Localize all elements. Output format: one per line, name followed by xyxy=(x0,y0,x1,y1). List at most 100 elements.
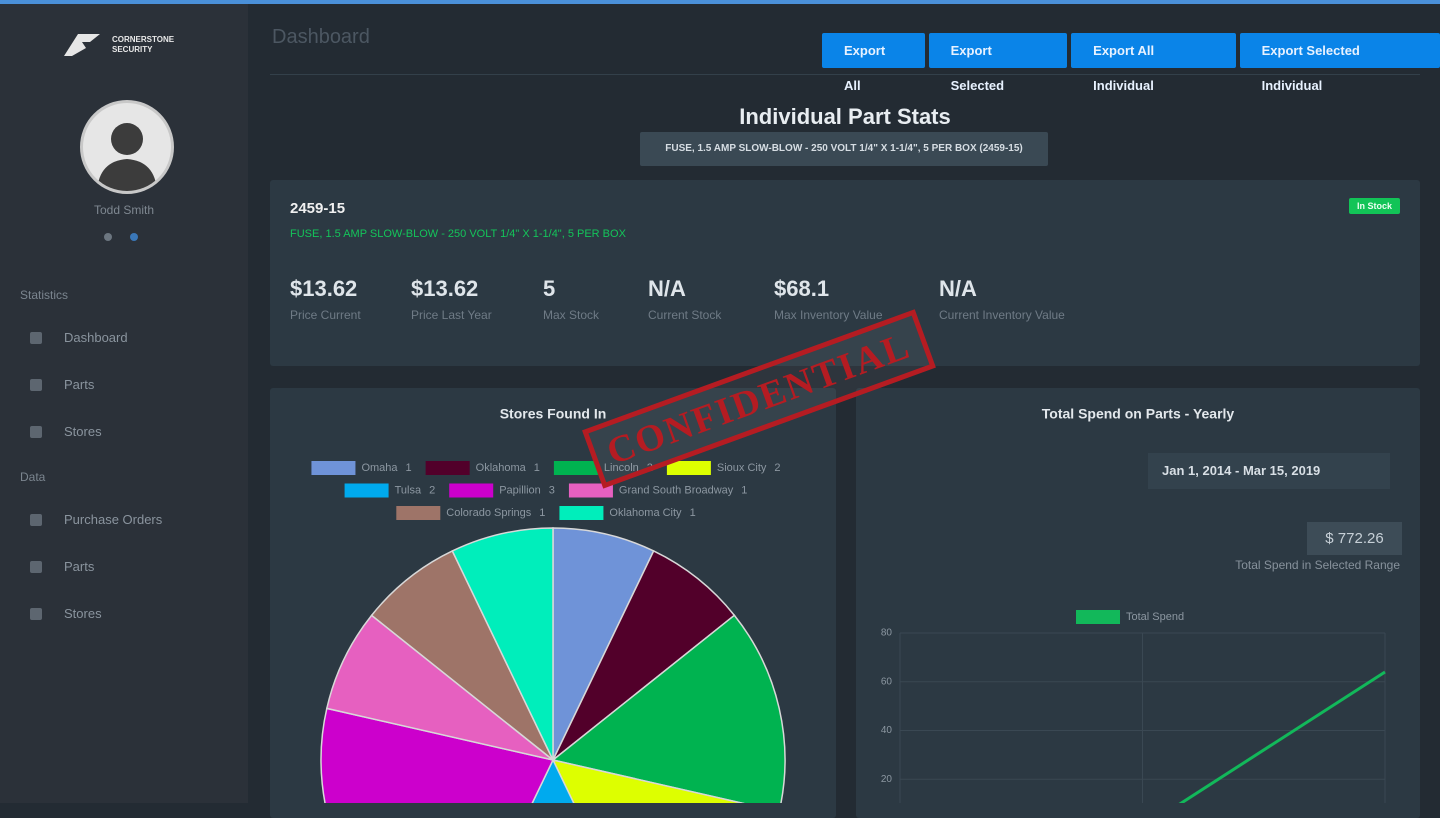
legend-label: Grand South Broadway xyxy=(619,484,734,496)
logo-text: CORNERSTONE SECURITY xyxy=(112,35,175,54)
legend-swatch xyxy=(666,461,711,475)
nav-label: Stores xyxy=(64,424,102,439)
nav-item[interactable]: Stores xyxy=(30,606,102,621)
pie-slice xyxy=(551,614,786,803)
stat: $13.62 Price Current xyxy=(290,276,361,322)
stat-label: Max Inventory Value xyxy=(774,308,883,322)
part-number: 2459-15 xyxy=(290,200,346,217)
legend-swatch xyxy=(568,483,613,498)
button[interactable]: Export Selected xyxy=(928,33,1068,93)
divider xyxy=(270,74,1420,75)
legend-label: Tulsa xyxy=(395,484,422,496)
y-tick-label: 60 xyxy=(881,676,893,687)
nav-label: Purchase Orders xyxy=(64,512,163,527)
legend-value: 1 xyxy=(539,507,545,519)
legend-value: 1 xyxy=(741,484,747,496)
y-tick-label: 20 xyxy=(881,774,893,785)
stat: $68.1 Max Inventory Value xyxy=(774,276,883,322)
legend-swatch xyxy=(553,461,598,475)
button[interactable]: Export All xyxy=(822,33,925,93)
legend-label: Lincoln xyxy=(604,462,639,474)
legend-label: Omaha xyxy=(361,462,398,474)
stat-label: Current Stock xyxy=(648,308,722,322)
legend-value: 2 xyxy=(774,462,780,474)
pie-slice xyxy=(451,527,554,761)
legend-swatch xyxy=(559,506,604,520)
nav-item[interactable]: Parts xyxy=(30,377,94,392)
stat: 5 Max Stock xyxy=(543,276,599,322)
stat-label: Current Inventory Value xyxy=(939,308,1065,322)
nav-section: Statistics xyxy=(20,288,69,302)
part-select[interactable]: FUSE, 1.5 AMP SLOW-BLOW - 250 VOLT 1/4" … xyxy=(640,132,1048,166)
pie-slice xyxy=(552,549,736,761)
nav-item[interactable]: Dashboard xyxy=(30,330,128,345)
nav-label: Parts xyxy=(64,377,95,392)
legend-swatch xyxy=(396,506,441,520)
line xyxy=(1178,670,1386,803)
total-spend: $ 772.26 xyxy=(1307,522,1402,555)
legend-label: Colorado Springs xyxy=(446,507,531,519)
stat-value: 5 xyxy=(543,276,556,301)
avatar-silhouette xyxy=(97,123,157,191)
stat-value: N/A xyxy=(648,276,686,301)
stat-value: $13.62 xyxy=(411,276,479,301)
stat-value: N/A xyxy=(939,276,977,301)
legend-label: Oklahoma City xyxy=(609,507,682,519)
nav-item[interactable]: Parts xyxy=(30,559,94,574)
stat-value: $13.62 xyxy=(290,276,358,301)
part-description: FUSE, 1.5 AMP SLOW-BLOW - 250 VOLT 1/4" … xyxy=(290,228,626,240)
nav-item[interactable]: Purchase Orders xyxy=(30,512,162,527)
date-range[interactable]: Jan 1, 2014 - Mar 15, 2019 xyxy=(1148,453,1390,489)
logo-icon xyxy=(64,34,100,56)
legend-value: 1 xyxy=(406,462,412,474)
stat: N/A Current Stock xyxy=(648,276,721,322)
part-card: 2459-15 FUSE, 1.5 AMP SLOW-BLOW - 250 VO… xyxy=(270,180,1420,366)
legend-swatch xyxy=(311,461,356,475)
legend-swatch xyxy=(449,483,494,498)
stat: $13.62 Price Last Year xyxy=(411,276,492,322)
stat-label: Price Last Year xyxy=(411,308,492,322)
legend-swatch xyxy=(344,483,389,498)
nav-section: Data xyxy=(20,470,46,484)
top-bar xyxy=(0,0,1440,4)
legend-label: Total Spend xyxy=(1126,611,1184,623)
status-badge: In Stock xyxy=(1348,198,1400,214)
nav-label: Stores xyxy=(64,606,102,621)
legend-value: 2 xyxy=(647,462,653,474)
stat-label: Price Current xyxy=(290,308,361,322)
status-dots xyxy=(104,233,138,241)
pie-slice xyxy=(552,527,655,761)
pie-slice xyxy=(551,758,745,803)
stat: N/A Current Inventory Value xyxy=(939,276,1065,322)
pie-slice xyxy=(531,758,575,803)
pie-slice xyxy=(325,614,554,761)
legend-label: Oklahoma xyxy=(476,462,527,474)
legend-label: Papillion xyxy=(499,484,541,496)
pie-slice xyxy=(370,549,554,761)
logo[interactable]: CORNERSTONE SECURITY xyxy=(60,30,192,60)
nav-item[interactable]: Stores xyxy=(30,424,102,439)
pie-slice xyxy=(320,707,555,803)
stat-value: $68.1 xyxy=(774,276,830,301)
nav-label: Parts xyxy=(64,559,95,574)
export-buttons: Export All Export Selected Export All In… xyxy=(822,33,1440,93)
button[interactable]: Export Selected Individual xyxy=(1239,33,1440,93)
page-title: Dashboard xyxy=(272,26,370,48)
y-tick-label: 80 xyxy=(881,628,893,639)
sidebar: CORNERSTONE SECURITY Todd Smith Statisti… xyxy=(0,4,248,803)
chart-title: Stores Found In xyxy=(500,406,607,422)
button[interactable]: Export All Individual xyxy=(1071,33,1236,93)
section-title: Individual Part Stats xyxy=(739,104,951,129)
legend-value: 1 xyxy=(690,507,696,519)
legend-swatch xyxy=(1076,610,1120,624)
legend-value: 2 xyxy=(429,484,435,496)
legend-value: 3 xyxy=(549,484,555,496)
legend-value: 1 xyxy=(534,462,540,474)
avatar[interactable] xyxy=(80,100,174,194)
nav-label: Dashboard xyxy=(64,330,128,345)
y-tick-label: 40 xyxy=(881,725,893,736)
chart-title: Total Spend on Parts - Yearly xyxy=(1042,406,1235,422)
stat-label: Max Stock xyxy=(543,308,600,322)
